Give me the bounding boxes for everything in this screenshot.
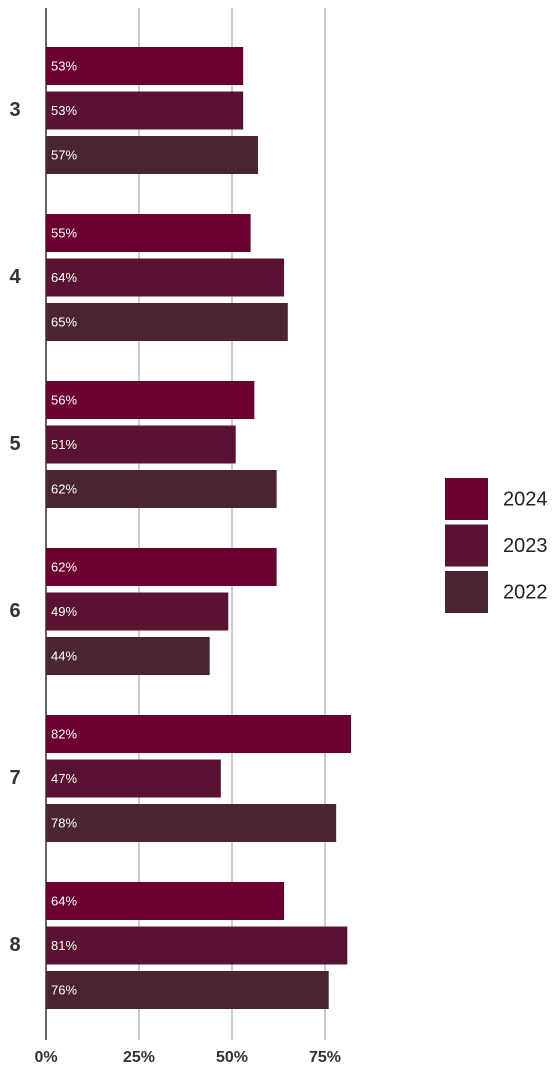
value-label: 47%: [51, 771, 77, 786]
x-tick-label: 50%: [216, 1049, 248, 1066]
bar: [46, 303, 288, 341]
value-label: 81%: [51, 938, 77, 953]
bar: [46, 759, 221, 798]
value-label: 62%: [51, 559, 77, 574]
bar: [46, 715, 352, 753]
value-label: 56%: [51, 392, 77, 407]
value-label: 65%: [51, 314, 77, 329]
bar: [46, 214, 251, 252]
category-label: 5: [9, 433, 20, 455]
bar: [46, 136, 259, 174]
bar: [46, 381, 255, 419]
value-label: 62%: [51, 481, 77, 496]
x-tick-label: 25%: [123, 1049, 155, 1066]
category-label: 3: [9, 99, 20, 121]
value-label: 53%: [51, 58, 77, 73]
legend-swatch: [445, 478, 488, 520]
category-label: 8: [9, 934, 20, 956]
bar: [46, 804, 337, 842]
value-label: 44%: [51, 648, 77, 663]
bar: [46, 470, 277, 508]
x-tick-label: 75%: [309, 1049, 341, 1066]
value-label: 76%: [51, 982, 77, 997]
value-label: 53%: [51, 103, 77, 118]
bar: [46, 637, 210, 675]
legend-label: 2022: [503, 581, 548, 603]
legend-swatch: [445, 524, 488, 567]
value-label: 64%: [51, 270, 77, 285]
bar: [46, 47, 244, 85]
legend-label: 2023: [503, 535, 548, 557]
value-label: 51%: [51, 437, 77, 452]
bar: [46, 882, 285, 920]
value-label: 78%: [51, 815, 77, 830]
x-tick-label: 0%: [34, 1049, 57, 1066]
bar: [46, 971, 329, 1009]
bar: [46, 548, 277, 586]
value-label: 55%: [51, 225, 77, 240]
legend-swatch: [445, 571, 488, 613]
category-label: 6: [9, 600, 20, 622]
value-label: 49%: [51, 604, 77, 619]
value-label: 64%: [51, 893, 77, 908]
value-label: 57%: [51, 147, 77, 162]
bar: [46, 592, 229, 631]
category-label: 4: [9, 266, 21, 288]
bar: [46, 258, 285, 297]
legend-label: 2024: [503, 488, 548, 510]
category-label: 7: [9, 767, 20, 789]
bar: [46, 926, 348, 965]
bar: [46, 425, 236, 464]
value-label: 82%: [51, 726, 77, 741]
bar: [46, 91, 244, 130]
